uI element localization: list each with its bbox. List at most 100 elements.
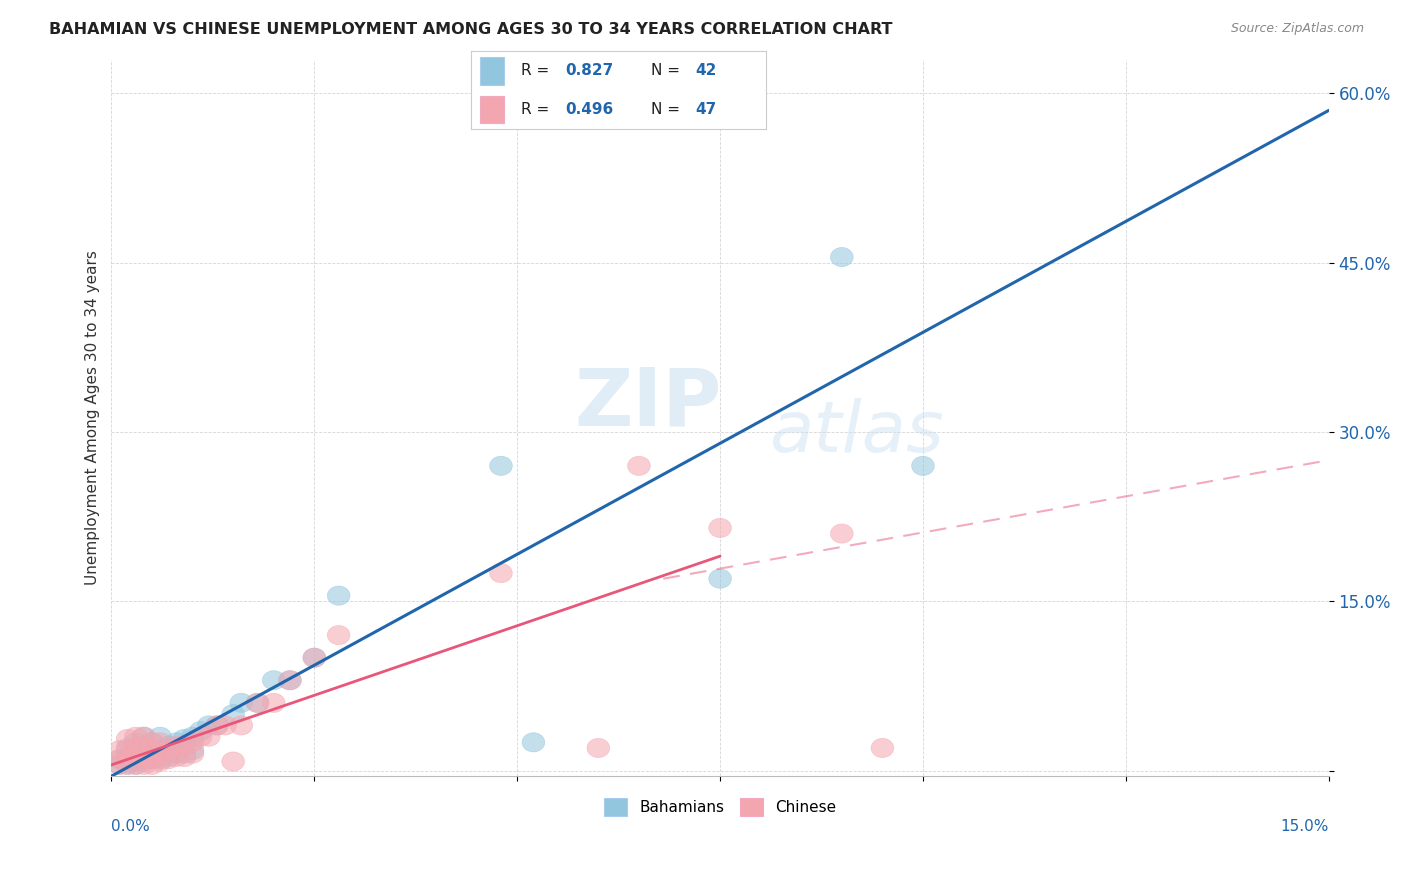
FancyBboxPatch shape bbox=[479, 57, 503, 85]
Ellipse shape bbox=[124, 732, 148, 752]
Ellipse shape bbox=[246, 693, 269, 713]
Ellipse shape bbox=[302, 648, 326, 667]
Ellipse shape bbox=[124, 756, 148, 774]
Ellipse shape bbox=[263, 671, 285, 690]
Ellipse shape bbox=[278, 671, 301, 690]
Ellipse shape bbox=[141, 740, 163, 760]
Ellipse shape bbox=[278, 671, 301, 690]
Ellipse shape bbox=[149, 752, 172, 771]
Ellipse shape bbox=[117, 756, 139, 774]
Ellipse shape bbox=[117, 730, 139, 748]
Ellipse shape bbox=[214, 715, 236, 735]
Ellipse shape bbox=[328, 586, 350, 606]
Ellipse shape bbox=[108, 749, 131, 769]
Ellipse shape bbox=[246, 693, 269, 713]
Ellipse shape bbox=[522, 732, 544, 752]
Ellipse shape bbox=[149, 749, 172, 769]
Ellipse shape bbox=[149, 744, 172, 764]
Text: Source: ZipAtlas.com: Source: ZipAtlas.com bbox=[1230, 22, 1364, 36]
Ellipse shape bbox=[197, 727, 221, 747]
Text: R =: R = bbox=[522, 62, 554, 78]
Ellipse shape bbox=[627, 457, 651, 475]
Ellipse shape bbox=[108, 749, 131, 769]
Ellipse shape bbox=[157, 736, 180, 756]
Text: atlas: atlas bbox=[769, 398, 943, 467]
Text: N =: N = bbox=[651, 62, 685, 78]
Ellipse shape bbox=[141, 756, 163, 774]
Ellipse shape bbox=[124, 744, 148, 764]
Ellipse shape bbox=[149, 740, 172, 760]
Ellipse shape bbox=[709, 518, 731, 538]
Ellipse shape bbox=[108, 756, 131, 774]
Ellipse shape bbox=[132, 739, 155, 757]
Ellipse shape bbox=[231, 715, 253, 735]
Ellipse shape bbox=[141, 732, 163, 752]
Ellipse shape bbox=[190, 727, 212, 747]
Ellipse shape bbox=[157, 739, 180, 757]
Ellipse shape bbox=[132, 756, 155, 774]
Ellipse shape bbox=[132, 744, 155, 764]
Text: 42: 42 bbox=[696, 62, 717, 78]
Text: 0.496: 0.496 bbox=[565, 102, 614, 117]
Ellipse shape bbox=[173, 736, 195, 756]
Ellipse shape bbox=[117, 756, 139, 774]
Ellipse shape bbox=[132, 727, 155, 747]
Ellipse shape bbox=[872, 739, 894, 757]
Text: BAHAMIAN VS CHINESE UNEMPLOYMENT AMONG AGES 30 TO 34 YEARS CORRELATION CHART: BAHAMIAN VS CHINESE UNEMPLOYMENT AMONG A… bbox=[49, 22, 893, 37]
Ellipse shape bbox=[117, 747, 139, 766]
Ellipse shape bbox=[149, 727, 172, 747]
Ellipse shape bbox=[231, 693, 253, 713]
Y-axis label: Unemployment Among Ages 30 to 34 years: Unemployment Among Ages 30 to 34 years bbox=[86, 251, 100, 585]
Ellipse shape bbox=[124, 752, 148, 771]
Ellipse shape bbox=[117, 739, 139, 757]
Ellipse shape bbox=[831, 524, 853, 543]
Ellipse shape bbox=[124, 747, 148, 766]
Ellipse shape bbox=[117, 740, 139, 760]
Ellipse shape bbox=[181, 732, 204, 752]
Ellipse shape bbox=[197, 715, 221, 735]
Text: 0.827: 0.827 bbox=[565, 62, 614, 78]
Ellipse shape bbox=[709, 569, 731, 589]
Ellipse shape bbox=[328, 625, 350, 645]
Ellipse shape bbox=[157, 747, 180, 766]
Text: N =: N = bbox=[651, 102, 685, 117]
Ellipse shape bbox=[141, 740, 163, 760]
Ellipse shape bbox=[489, 564, 512, 582]
Ellipse shape bbox=[117, 749, 139, 769]
Ellipse shape bbox=[173, 730, 195, 748]
Ellipse shape bbox=[190, 722, 212, 740]
Legend: Bahamians, Chinese: Bahamians, Chinese bbox=[598, 791, 842, 822]
Ellipse shape bbox=[911, 457, 935, 475]
Ellipse shape bbox=[141, 732, 163, 752]
Ellipse shape bbox=[181, 727, 204, 747]
Ellipse shape bbox=[831, 247, 853, 267]
Text: 47: 47 bbox=[696, 102, 717, 117]
Ellipse shape bbox=[165, 736, 187, 756]
Ellipse shape bbox=[489, 457, 512, 475]
Ellipse shape bbox=[108, 740, 131, 760]
Ellipse shape bbox=[124, 756, 148, 774]
Ellipse shape bbox=[222, 705, 245, 723]
Ellipse shape bbox=[132, 739, 155, 757]
Ellipse shape bbox=[222, 752, 245, 771]
Ellipse shape bbox=[165, 732, 187, 752]
FancyBboxPatch shape bbox=[479, 95, 503, 123]
Ellipse shape bbox=[181, 740, 204, 760]
Ellipse shape bbox=[165, 744, 187, 764]
Text: 15.0%: 15.0% bbox=[1281, 819, 1329, 834]
Ellipse shape bbox=[157, 749, 180, 769]
Ellipse shape bbox=[165, 747, 187, 766]
Ellipse shape bbox=[181, 744, 204, 764]
Ellipse shape bbox=[205, 715, 228, 735]
Ellipse shape bbox=[132, 747, 155, 766]
Ellipse shape bbox=[124, 739, 148, 757]
Ellipse shape bbox=[108, 756, 131, 774]
Ellipse shape bbox=[149, 732, 172, 752]
Text: R =: R = bbox=[522, 102, 554, 117]
Ellipse shape bbox=[124, 727, 148, 747]
Text: ZIP: ZIP bbox=[574, 365, 721, 442]
Ellipse shape bbox=[173, 747, 195, 766]
Ellipse shape bbox=[586, 739, 610, 757]
Ellipse shape bbox=[173, 744, 195, 764]
Ellipse shape bbox=[132, 752, 155, 771]
